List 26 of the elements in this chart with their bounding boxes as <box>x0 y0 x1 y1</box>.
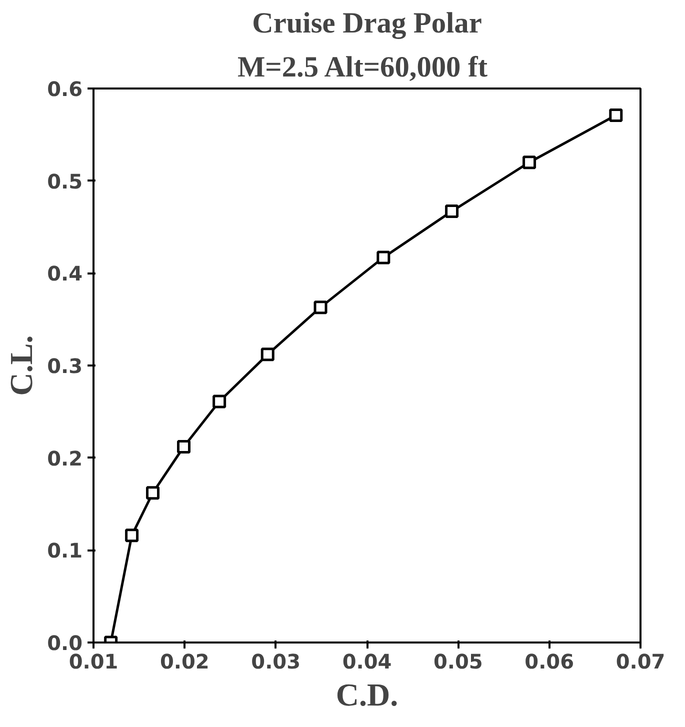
point <box>445 204 459 218</box>
y-axis-title: C.L. <box>3 335 40 396</box>
point <box>376 250 390 264</box>
x-tick-label: 0.03 <box>251 650 301 674</box>
y-tick-label: 0.1 <box>47 538 83 563</box>
x-tick-label: 0.04 <box>342 650 392 674</box>
point <box>177 440 191 454</box>
point <box>212 394 226 408</box>
chart-title: Cruise Drag Polar <box>252 8 482 40</box>
y-tick-label: 0.2 <box>47 446 83 470</box>
point <box>522 156 536 170</box>
point <box>260 348 274 362</box>
point <box>125 528 139 542</box>
y-tick-label: 0.4 <box>47 262 83 286</box>
x-tick-label: 0.06 <box>524 650 574 674</box>
x-tick-label: 0.02 <box>160 650 210 674</box>
y-tick-label: 0.5 <box>47 169 83 194</box>
x-axis-title: C.D. <box>336 676 398 712</box>
x-tick-label: 0.05 <box>433 650 483 674</box>
point <box>146 486 160 500</box>
point <box>314 300 328 314</box>
chart-subtitle: M=2.5 Alt=60,000 ft <box>237 52 488 84</box>
x-tick-label: 0.07 <box>616 650 666 674</box>
point <box>609 108 623 122</box>
y-tick-label: 0.3 <box>47 354 83 378</box>
y-tick-label: 0.6 <box>47 77 83 101</box>
